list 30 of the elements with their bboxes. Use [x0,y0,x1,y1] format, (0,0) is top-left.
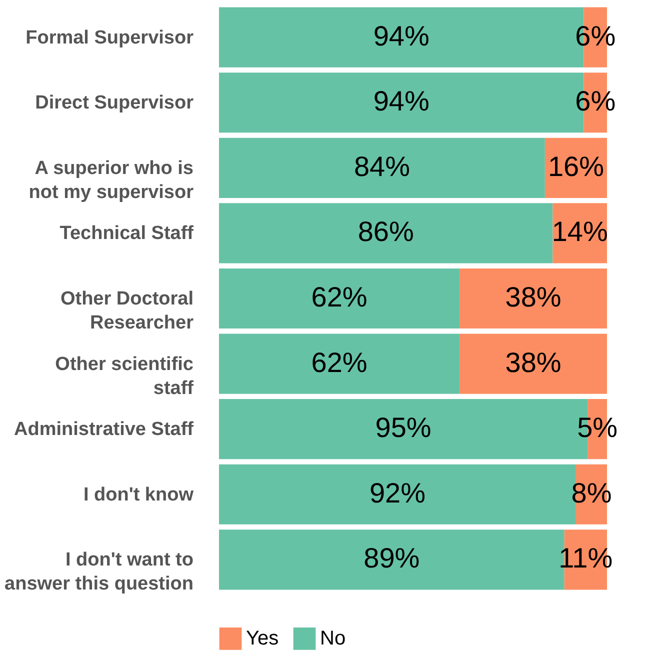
data-label: 92% [369,477,426,508]
data-label: 62% [311,346,368,378]
data-label: 94% [373,86,430,117]
data-label: 94% [373,20,430,52]
y-tick-label: Formal Supervisor [26,27,194,48]
y-tick-label: Technical Staff [60,223,194,244]
bar [219,203,553,264]
y-tick-label: Administrative Staff [14,419,194,440]
legend-label: Yes [246,628,279,650]
y-tick-label: I don't know [83,484,194,506]
legend-label: No [320,628,346,650]
y-tick-label: Other scientific staff [55,354,194,399]
data-label: 89% [364,542,420,574]
bar [460,334,607,394]
data-label: 84% [354,150,410,182]
y-tick-label: A superior who is not my supervisor [28,158,194,203]
bar [219,334,460,394]
y-tick-label: Direct Supervisor [35,92,194,114]
bar [219,138,545,198]
data-label: 95% [375,412,432,444]
data-label: 38% [505,282,562,312]
y-tick-label: I don't want to answer this question [4,550,194,595]
data-label: 86% [358,216,414,248]
y-tick-label: Other Doctoral Researcher [60,288,194,334]
data-label: 62% [311,282,368,312]
data-label: 14% [552,216,608,248]
bar [460,268,607,329]
data-label: 38% [505,346,562,378]
data-label: 16% [548,150,604,182]
bar [219,268,460,329]
